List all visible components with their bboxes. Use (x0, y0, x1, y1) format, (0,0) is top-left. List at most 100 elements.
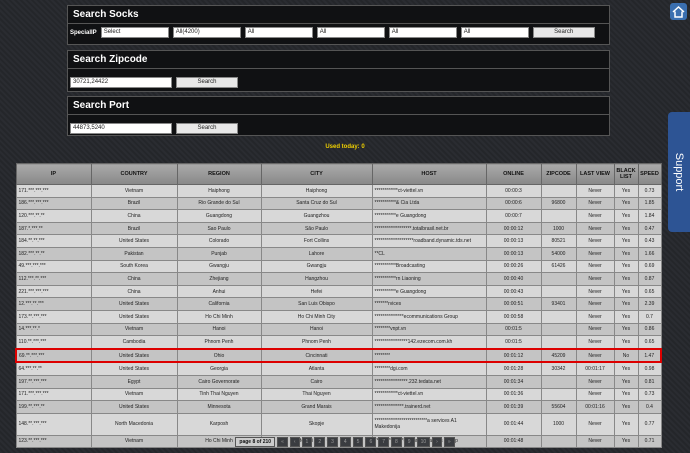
column-header: CITY (260, 163, 373, 185)
page-link[interactable]: 10 (416, 437, 431, 447)
used-today: Used today: 0 (325, 144, 365, 150)
cell: Never (575, 272, 615, 286)
cell: 14.***.**.* (15, 322, 92, 337)
cell: Grand Marais (260, 400, 373, 414)
cell: ***********e Guangdong (371, 284, 487, 299)
cell: Never (575, 246, 615, 261)
cell: 54000 (540, 246, 577, 261)
support-tab[interactable]: Support (668, 112, 690, 232)
cell: 0.81 (637, 374, 662, 389)
cell: São Paulo (260, 221, 373, 236)
cell: 1.66 (637, 246, 662, 261)
cell: California (176, 297, 262, 311)
select[interactable]: Select (100, 27, 169, 38)
socks-panel: Search Socks SpecialIP Select All(4200) Al… (67, 5, 610, 45)
select[interactable]: All (388, 27, 457, 38)
page-link[interactable]: « (277, 437, 288, 447)
search-button[interactable]: Search (176, 123, 238, 134)
cell: Karposh (176, 412, 262, 436)
cell: Yes (613, 221, 639, 236)
column-header: HOST (371, 163, 487, 185)
page-link[interactable]: 6 (365, 437, 377, 447)
cell: San Luis Obispo (260, 297, 373, 311)
cell: *******rvices (371, 297, 487, 311)
page-link[interactable]: 7 (378, 437, 390, 447)
panel-title: Search Socks (68, 6, 609, 24)
cell: 2.39 (637, 297, 662, 311)
cell: **CL (371, 246, 487, 261)
cell: 80521 (540, 234, 577, 248)
proxy-table: IP COUNTRY REGION CITY HOST ONLINE ZIPCODE LAST… (15, 163, 662, 449)
cell: Rio Grande do Sul (176, 196, 262, 211)
cell: Yes (613, 434, 639, 449)
cell: Yes (613, 297, 639, 311)
column-header: LAST VIEW (575, 163, 615, 185)
cell: China (90, 284, 178, 299)
cell: 148.**.***.*** (15, 412, 92, 436)
page-link[interactable]: 1 (301, 437, 313, 447)
cell: Never (575, 196, 615, 211)
cell: 120.***.**.** (15, 209, 92, 223)
cell: 12.***.**.*** (15, 297, 92, 311)
page-link[interactable]: 3 (327, 437, 338, 447)
cell: 69.**.***.*** (15, 347, 92, 364)
cell: 0.65 (637, 335, 662, 350)
cell: Yes (613, 387, 639, 402)
cell: United States (90, 297, 178, 311)
zipcode-input[interactable]: 30721,24422 (70, 77, 172, 88)
cell: ********************roadband.dynamic.tds… (371, 234, 487, 248)
cell: Guangdong (176, 209, 262, 223)
cell: 1.85 (637, 196, 662, 211)
table-row: 221.***.***.*** China Anhui Hefei **********… (15, 284, 662, 299)
page-link[interactable]: ‹ (289, 437, 300, 447)
cell: Yes (613, 374, 639, 389)
select[interactable]: All (316, 27, 385, 38)
cell: *******************.totalbrasil.net.br (371, 221, 487, 236)
cell: 1.47 (637, 347, 662, 364)
select[interactable]: All (460, 27, 529, 38)
cell: 61426 (540, 259, 577, 274)
port-input[interactable]: 44873,5240 (70, 123, 172, 134)
select[interactable]: All(4200) (172, 27, 241, 38)
page-link[interactable]: 2 (314, 437, 326, 447)
cell (540, 272, 577, 286)
cell: China (90, 209, 178, 223)
page-link[interactable]: › (432, 437, 442, 447)
cell: Never (575, 259, 615, 274)
cell: Brazil (90, 221, 178, 236)
home-icon[interactable] (670, 3, 687, 20)
cell: Never (575, 234, 615, 248)
cell: 221.***.***.*** (15, 284, 92, 299)
cell: 00:00:58 (485, 309, 542, 324)
cell: Never (575, 309, 615, 324)
cell: Brazil (90, 196, 178, 211)
cell: Yes (613, 284, 639, 299)
cell: Thai Nguyen (260, 387, 373, 402)
page-link[interactable]: 8 (391, 437, 402, 447)
page-link[interactable]: » (443, 437, 455, 447)
cell: Vietnam (90, 387, 178, 402)
header-row: IP COUNTRY REGION CITY HOST ONLINE ZIPCODE LAST… (15, 163, 662, 185)
cell: 00:01:34 (485, 374, 542, 389)
cell: Zhejiang (176, 272, 262, 286)
page-link[interactable]: 5 (352, 437, 364, 447)
page-link[interactable]: 4 (339, 437, 351, 447)
column-header: IP (15, 163, 92, 185)
table-row: 12.***.**.*** United States California San … (15, 297, 662, 311)
cell: Punjab (176, 246, 262, 261)
table-row: 173.**.***.*** United States Ho Chi Minh Ho… (15, 309, 662, 324)
cell: Never (575, 434, 615, 449)
page-link[interactable]: 9 (403, 437, 415, 447)
select[interactable]: All (244, 27, 313, 38)
cell: Santa Cruz do Sul (260, 196, 373, 211)
cell: 1.84 (637, 209, 662, 223)
search-button[interactable]: Search (176, 77, 238, 88)
cell: *****************.232.tedata.net (371, 374, 487, 389)
cell: 00:01:28 (485, 361, 542, 376)
search-button[interactable]: Search (532, 27, 595, 38)
cell: Colorado (176, 234, 262, 248)
cell (540, 284, 577, 299)
cell: Yes (613, 400, 639, 414)
support-label[interactable]: Support (673, 152, 685, 192)
cell: United States (90, 234, 178, 248)
